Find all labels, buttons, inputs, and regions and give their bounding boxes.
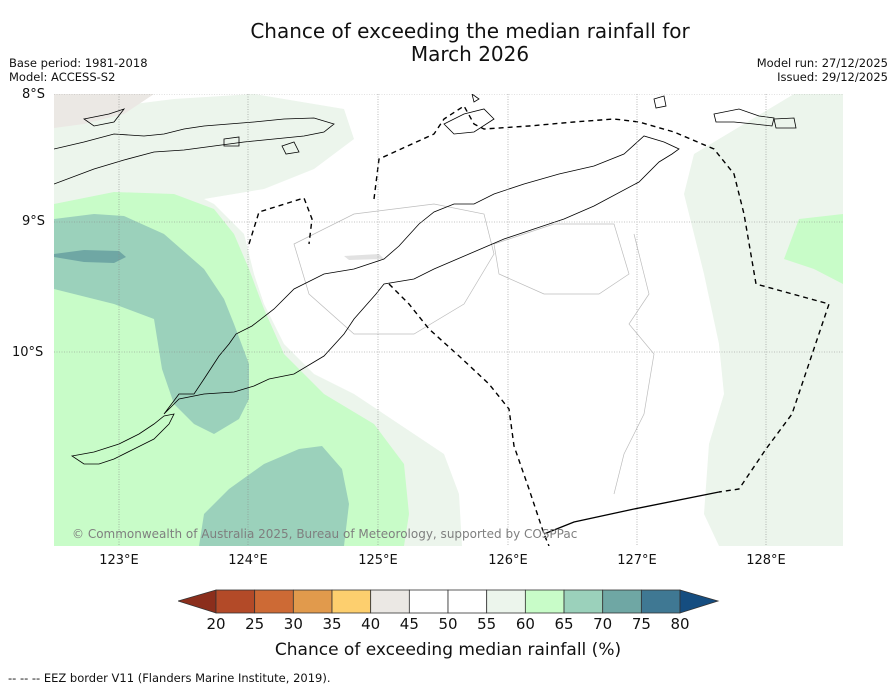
colorbar-box bbox=[292, 589, 333, 614]
coast-kisar bbox=[653, 95, 667, 109]
colorbar bbox=[178, 589, 720, 614]
lat-label-10s: 10°S bbox=[12, 345, 44, 360]
coast-timor bbox=[163, 135, 680, 415]
chart-title: Chance of exceeding the median rainfall … bbox=[0, 20, 896, 66]
colorbar-box bbox=[602, 589, 642, 614]
contour-40-45-smear bbox=[344, 254, 384, 260]
colorbar-box bbox=[254, 589, 294, 614]
colorbar-extend-right bbox=[679, 589, 720, 614]
contour-65-70-west bbox=[54, 214, 249, 434]
colorbar-extend-left bbox=[178, 589, 217, 614]
lon-label-127e: 127°E bbox=[617, 553, 657, 568]
colorbar-box bbox=[524, 589, 565, 614]
coastlines bbox=[53, 93, 797, 465]
colorbar-tick-label: 75 bbox=[631, 615, 651, 633]
colorbar-tick-label: 55 bbox=[477, 615, 497, 633]
coast-rote bbox=[70, 413, 175, 465]
coast-islet-4 bbox=[471, 93, 480, 103]
map-panel bbox=[53, 93, 843, 547]
colorbar-label: Chance of exceeding median rainfall (%) bbox=[274, 640, 622, 660]
colorbar-box bbox=[640, 589, 681, 614]
footer-note: -- -- -- EEZ border V11 (Flanders Marine… bbox=[8, 671, 331, 685]
coast-solor bbox=[83, 108, 126, 127]
model-run: Model run: 27/12/2025 bbox=[756, 56, 888, 70]
eez-border bbox=[248, 105, 830, 547]
colorbar-tick-label: 30 bbox=[283, 615, 303, 633]
colorbar-tick-label: 65 bbox=[554, 615, 574, 633]
contour-55-60-north bbox=[54, 94, 354, 199]
contour-65-70-south bbox=[199, 446, 349, 546]
colorbar-box bbox=[563, 589, 604, 614]
contour-40-45-corner bbox=[54, 94, 154, 128]
coast-north-islands bbox=[53, 117, 335, 185]
issued-date: Issued: 29/12/2025 bbox=[777, 70, 888, 84]
colorbar-boxes bbox=[215, 589, 681, 614]
contour-70-75 bbox=[54, 250, 126, 263]
eez-solid-segment bbox=[543, 491, 720, 535]
contour-55-60-east bbox=[684, 94, 843, 546]
colorbar-tick-label: 20 bbox=[206, 615, 226, 633]
colorbar-tick-label: 35 bbox=[322, 615, 342, 633]
model-name: Model: ACCESS-S2 bbox=[9, 70, 116, 84]
coast-islet-2 bbox=[281, 141, 300, 155]
lat-label-8s: 8°S bbox=[22, 87, 46, 102]
coast-islet-1 bbox=[223, 136, 240, 147]
map-svg bbox=[53, 93, 843, 547]
meta-right: Model run: 27/12/2025 Issued: 29/12/2025 bbox=[757, 56, 888, 84]
coast-islet-3 bbox=[773, 117, 797, 129]
colorbar-tick-label: 50 bbox=[438, 615, 458, 633]
colorbar-tick-label: 70 bbox=[593, 615, 613, 633]
coast-wetar bbox=[443, 108, 495, 135]
coast-leti bbox=[713, 108, 775, 127]
eez-south bbox=[388, 283, 550, 547]
contour-60-65-east bbox=[784, 214, 843, 284]
colorbar-box bbox=[408, 589, 449, 614]
lon-label-124e: 124°E bbox=[228, 553, 268, 568]
colorbar-box bbox=[370, 589, 410, 614]
graticule bbox=[54, 93, 843, 546]
contour-lines bbox=[293, 203, 655, 495]
copyright-notice: © Commonwealth of Australia 2025, Bureau… bbox=[72, 527, 578, 541]
lon-label-126e: 126°E bbox=[488, 553, 528, 568]
colorbar-tick-label: 45 bbox=[399, 615, 419, 633]
colorbar-tick-label: 80 bbox=[670, 615, 690, 633]
colorbar-tick-label: 60 bbox=[515, 615, 535, 633]
colorbar-box bbox=[486, 589, 526, 614]
title-line-2: March 2026 bbox=[410, 42, 530, 66]
colorbar-box bbox=[331, 589, 372, 614]
colorbar-box bbox=[215, 589, 256, 614]
colorbar-tick-label: 40 bbox=[361, 615, 381, 633]
colorbar-tick-label: 25 bbox=[245, 615, 265, 633]
title-line-1: Chance of exceeding the median rainfall … bbox=[250, 19, 690, 43]
lon-label-125e: 125°E bbox=[358, 553, 398, 568]
eez-north-west bbox=[248, 105, 830, 493]
base-period: Base period: 1981-2018 bbox=[9, 56, 148, 70]
colorbar-box bbox=[447, 589, 488, 614]
lat-label-9s: 9°S bbox=[22, 214, 46, 229]
lon-label-123e: 123°E bbox=[99, 553, 139, 568]
lon-label-128e: 128°E bbox=[746, 553, 786, 568]
meta-left: Base period: 1981-2018 Model: ACCESS-S2 bbox=[9, 56, 148, 84]
